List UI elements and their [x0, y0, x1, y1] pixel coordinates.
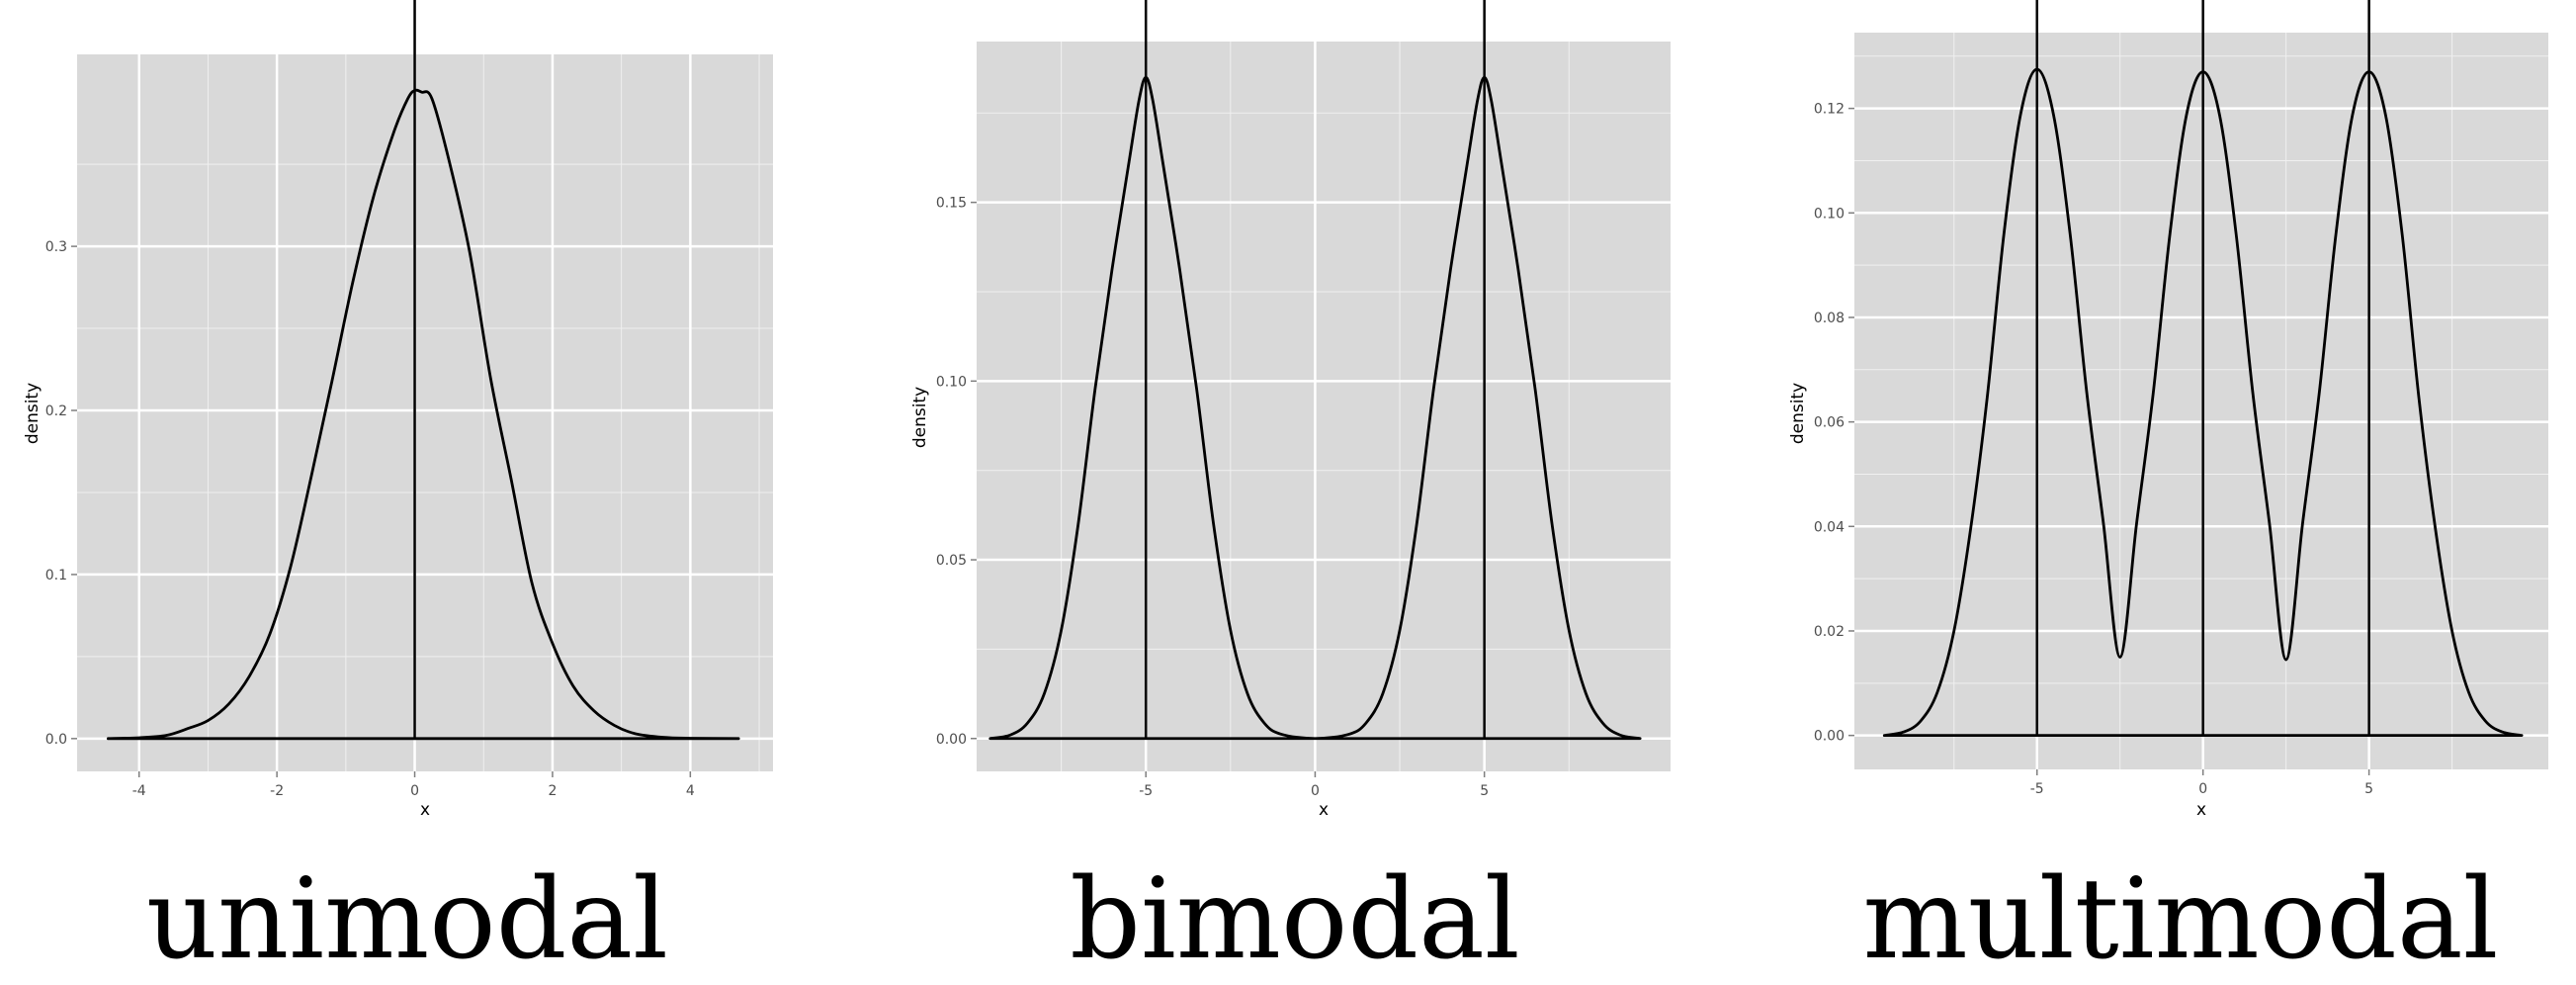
x-tick-label: 5	[2364, 781, 2373, 797]
y-tick-label: 0.1	[45, 568, 67, 583]
y-tick-label: 0.00	[1814, 729, 1845, 745]
y-tick-label: 0.06	[1814, 415, 1845, 431]
x-tick-label: 2	[548, 783, 557, 799]
y-tick-label: 0.0	[45, 732, 67, 748]
y-tick-label: 0.10	[1814, 206, 1845, 222]
density-curve	[1882, 67, 2524, 738]
density-curve	[988, 75, 1642, 741]
chart-caption: bimodal	[1070, 855, 1519, 984]
y-axis-title: density	[1788, 383, 1808, 444]
y-tick-label: 0.02	[1814, 624, 1845, 640]
x-tick-label: 0	[410, 783, 419, 799]
y-axis-title: density	[910, 387, 930, 448]
x-tick-label: -5	[1139, 783, 1153, 799]
y-tick-label: 0.2	[45, 403, 67, 419]
y-tick-label: 0.15	[936, 196, 967, 212]
x-tick-label: -5	[2030, 781, 2044, 797]
y-tick-label: 0.10	[936, 374, 967, 390]
y-tick-label: 0.08	[1814, 311, 1845, 326]
x-tick-label: -4	[132, 783, 146, 799]
bimodal-chart: -5 0 5 0.00 0.05 0.10 0.15 x density bimodal	[910, 0, 1671, 984]
y-tick-label: 0.12	[1814, 102, 1845, 118]
plot-panel	[977, 42, 1671, 771]
y-tick-label: 0.05	[936, 553, 967, 569]
x-axis-title: x	[420, 800, 430, 820]
unimodal-chart: -4 -2 0 2 4 0.0 0.1 0.2 0.3 x density unimodal	[23, 0, 773, 984]
x-tick-label: 5	[1480, 783, 1489, 799]
x-tick-label: 4	[686, 783, 695, 799]
x-axis-title: x	[1319, 800, 1329, 820]
multimodal-chart: -5 0 5 0.00 0.02 0.04 0.06 0.08 0.10 0.12 x density…	[1788, 0, 2548, 984]
x-tick-label: -2	[270, 783, 284, 799]
y-axis-title: density	[23, 383, 43, 444]
plot-panel	[77, 54, 773, 771]
y-tick-label: 0.00	[936, 732, 967, 748]
x-tick-label: 0	[1311, 783, 1320, 799]
y-tick-label: 0.04	[1814, 519, 1845, 535]
chart-caption: unimodal	[146, 855, 668, 984]
x-axis-title: x	[2196, 800, 2206, 820]
y-tick-label: 0.3	[45, 239, 67, 255]
density-curve	[106, 88, 740, 741]
plot-panel	[1854, 33, 2548, 769]
x-tick-label: 0	[2198, 781, 2207, 797]
chart-caption: multimodal	[1863, 855, 2499, 984]
